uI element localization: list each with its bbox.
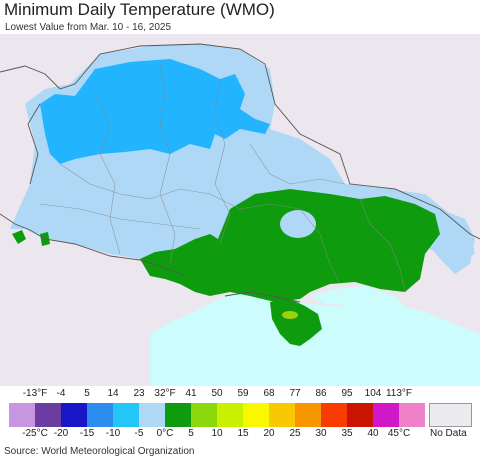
zone-minus5-to-0-pocket [280, 210, 316, 238]
legend-celsius-label: 25 [289, 428, 301, 439]
legend-celsius-label: -20 [53, 428, 69, 439]
legend-swatch [9, 403, 35, 427]
legend-fahrenheit-label: 113°F [385, 388, 413, 399]
legend-fahrenheit-label: 86 [315, 388, 327, 399]
legend-swatch [321, 403, 347, 427]
legend-swatch [243, 403, 269, 427]
legend-celsius-label: 0°C [156, 428, 174, 439]
legend-celsius-label: 5 [188, 428, 194, 439]
legend-fahrenheit-label: 68 [263, 388, 275, 399]
legend-swatch [61, 403, 87, 427]
legend-fahrenheit-label: 23 [133, 388, 145, 399]
legend-swatch [295, 403, 321, 427]
legend-swatch [373, 403, 399, 427]
legend-fahrenheit-label: 14 [107, 388, 119, 399]
legend-swatch [347, 403, 373, 427]
zone-minus10-to-minus5 [40, 59, 270, 164]
black-sea [150, 292, 480, 386]
legend-swatch [113, 403, 139, 427]
legend-swatch [35, 403, 61, 427]
page-subtitle: Lowest Value from Mar. 10 - 16, 2025 [5, 22, 172, 33]
legend-celsius-label: -15 [79, 428, 95, 439]
legend-celsius-label: 15 [237, 428, 249, 439]
legend-fahrenheit-label: -13°F [22, 388, 48, 399]
legend-swatch [87, 403, 113, 427]
oblast-borders [39, 63, 406, 293]
legend-fahrenheit-label: 95 [341, 388, 353, 399]
legend-swatch [139, 403, 165, 427]
legend-fahrenheit-label: 50 [211, 388, 223, 399]
legend-fahrenheit-label: 41 [185, 388, 197, 399]
zone-0-to-5-crimea [270, 299, 322, 346]
country-borders [0, 43, 480, 303]
legend-celsius-label: 20 [263, 428, 275, 439]
legend-swatch [165, 403, 191, 427]
zone-5-to-10 [282, 311, 298, 319]
legend-fahrenheit-label: 59 [237, 388, 249, 399]
legend-celsius-label: 10 [211, 428, 223, 439]
temperature-map [0, 34, 480, 386]
legend-swatch [217, 403, 243, 427]
legend-no-data-swatch [429, 403, 472, 427]
color-legend: -13°F -4 5 14 23 32°F 41 50 59 68 77 86 95 104 113°F -2… [0, 386, 480, 446]
legend-celsius-label: 40 [367, 428, 379, 439]
zone-0-to-5 [140, 189, 440, 302]
legend-fahrenheit-label: 5 [84, 388, 90, 399]
legend-celsius-label: -25°C [22, 428, 48, 439]
legend-celsius-label: 30 [315, 428, 327, 439]
legend-celsius-label: 35 [341, 428, 353, 439]
legend-fahrenheit-label: 32°F [154, 388, 176, 399]
legend-celsius-label: 45°C [387, 428, 411, 439]
legend-swatch [399, 403, 425, 427]
legend-fahrenheit-label: 77 [289, 388, 301, 399]
legend-swatch [269, 403, 295, 427]
page-title: Minimum Daily Temperature (WMO) [4, 0, 275, 19]
legend-fahrenheit-label: 104 [364, 388, 382, 399]
legend-no-data-label: No Data [430, 428, 467, 439]
legend-fahrenheit-label: -4 [56, 388, 66, 399]
legend-celsius-label: -5 [134, 428, 144, 439]
legend-celsius-label: -10 [105, 428, 121, 439]
zone-0-to-5-west [12, 230, 26, 244]
legend-swatch [191, 403, 217, 427]
sea-of-azov [310, 286, 405, 309]
source-credit: Source: World Meteorological Organizatio… [4, 446, 195, 457]
